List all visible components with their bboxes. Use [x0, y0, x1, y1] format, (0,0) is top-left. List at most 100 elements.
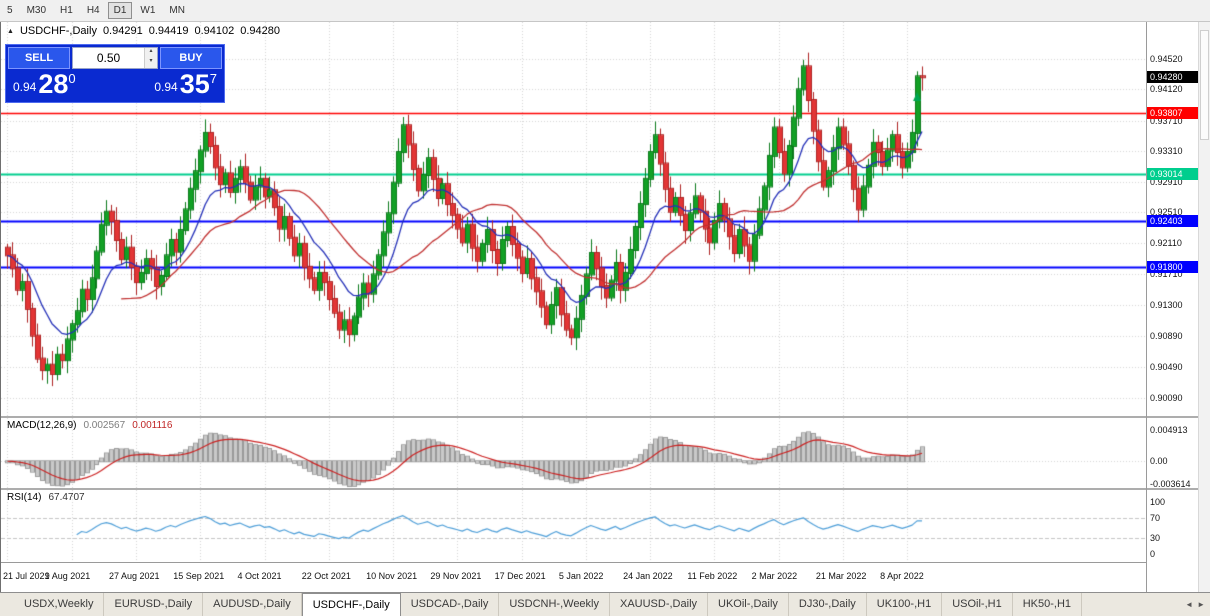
chart-tab-xauusd-daily[interactable]: XAUUSD-,Daily — [610, 593, 709, 616]
price-tag: 0.92403 — [1147, 214, 1199, 227]
macd-axis: 0.004913 0.00 -0.003614 — [1147, 418, 1198, 490]
symbol-period-label: USDCHF-,Daily — [19, 25, 97, 37]
axis-divider — [1147, 416, 1198, 418]
price-axis-label: 0.90890 — [1150, 331, 1183, 342]
chart-ohlc-title: ▲ USDCHF-,Daily 0.94291 0.94419 0.94102 … — [7, 25, 280, 37]
macd-axis-label: -0.003614 — [1150, 479, 1191, 490]
rsi-axis-label: 30 — [1150, 533, 1161, 544]
date-label: 11 Feb 2022 — [687, 571, 738, 581]
date-label: 9 Aug 2021 — [44, 571, 91, 581]
price-tag: 0.91800 — [1147, 260, 1199, 273]
date-label: 8 Apr 2022 — [880, 571, 924, 581]
chart-tab-uk100-h1[interactable]: UK100-,H1 — [867, 593, 943, 616]
date-label: 4 Oct 2021 — [237, 571, 282, 581]
scrollbar-thumb[interactable] — [1200, 30, 1209, 140]
tab-scroll-right-button[interactable]: ► — [1197, 600, 1205, 609]
macd-main-value: 0.002567 — [83, 420, 126, 431]
macd-panel: MACD(12,26,9) 0.002567 0.001116 — [1, 418, 1146, 488]
chart-tab-ukoil-daily[interactable]: UKOil-,Daily — [708, 593, 789, 616]
macd-axis-label: 0.00 — [1150, 456, 1168, 467]
ohlc-close: 0.94280 — [240, 25, 280, 37]
price-axis-label: 0.90490 — [1150, 362, 1183, 373]
rsi-axis-label: 70 — [1150, 512, 1161, 523]
timeframe-button-5[interactable]: 5 — [7, 5, 13, 16]
sell-button[interactable]: SELL — [8, 47, 70, 69]
price-tag: 0.93807 — [1147, 107, 1199, 120]
volume-input[interactable] — [73, 48, 144, 68]
main-chart-panel: ▲ USDCHF-,Daily 0.94291 0.94419 0.94102 … — [1, 22, 1146, 416]
date-label: 29 Nov 2021 — [430, 571, 482, 581]
sell-price-base: 0.94 — [13, 80, 37, 94]
one-click-collapse-icon[interactable]: ▲ — [7, 27, 14, 35]
vertical-scrollbar[interactable] — [1198, 22, 1210, 592]
panel-divider[interactable] — [1, 488, 1146, 490]
date-axis: 21 Jul 2021 9 Aug 2021 27 Aug 2021 15 Sep 2… — [1, 562, 1146, 592]
rsi-axis-label: 0 — [1150, 549, 1156, 559]
price-axis-label: 0.92110 — [1150, 238, 1182, 249]
buy-price[interactable]: 0.94 35 7 — [154, 71, 217, 98]
chart-column: ▲ USDCHF-,Daily 0.94291 0.94419 0.94102 … — [1, 22, 1146, 592]
price-axis-label: 0.94520 — [1150, 53, 1183, 64]
tab-arrows: ◄ ► — [1180, 593, 1210, 616]
timeframe-button-h4[interactable]: H4 — [86, 5, 100, 16]
chart-tab-bar: USDX,Weekly EURUSD-,Daily AUDUSD-,Daily USD… — [0, 592, 1210, 616]
date-label: 17 Dec 2021 — [494, 571, 546, 581]
date-label: 22 Oct 2021 — [301, 571, 351, 581]
sell-price-big: 28 — [38, 69, 69, 99]
buy-button[interactable]: BUY — [160, 47, 222, 69]
timeframe-button-w1[interactable]: W1 — [140, 5, 156, 16]
timeframe-button-mn[interactable]: MN — [169, 5, 185, 16]
date-label: 24 Jan 2022 — [623, 571, 673, 581]
price-axis-label: 0.94120 — [1150, 84, 1183, 95]
chart-tab-audusd-daily[interactable]: AUDUSD-,Daily — [203, 593, 302, 616]
price-axis-label: 0.90090 — [1150, 392, 1183, 403]
sell-price[interactable]: 0.94 28 0 — [13, 69, 76, 99]
volume-up-button[interactable]: ▴ — [145, 48, 157, 58]
chart-tab-usdx-weekly[interactable]: USDX,Weekly — [14, 593, 105, 616]
price-tag: 0.93014 — [1147, 167, 1199, 180]
chart-tab-usoil-h1[interactable]: USOil-,H1 — [942, 593, 1013, 616]
tab-scroll-left-button[interactable]: ◄ — [1185, 600, 1194, 609]
chart-content: ▲ USDCHF-,Daily 0.94291 0.94419 0.94102 … — [0, 22, 1210, 592]
chart-tab-eurusd-daily[interactable]: EURUSD-,Daily — [104, 593, 204, 616]
price-axis-label: 0.91300 — [1150, 300, 1183, 311]
price-axis-column: 0.94520 0.94120 0.93710 0.93310 0.92910 0.925… — [1146, 22, 1199, 592]
chart-tab-usdchf-daily[interactable]: USDCHF-,Daily — [301, 593, 401, 616]
chart-tab-usdcnh-weekly[interactable]: USDCNH-,Weekly — [499, 593, 610, 616]
sell-price-sup: 0 — [68, 71, 76, 86]
macd-axis-label: 0.004913 — [1150, 425, 1188, 435]
chart-tab-usdcad-daily[interactable]: USDCAD-,Daily — [401, 593, 500, 616]
buy-price-base: 0.94 — [154, 80, 178, 94]
date-label: 10 Nov 2021 — [366, 571, 418, 581]
price-axis-label: 0.93710 — [1150, 115, 1183, 126]
one-click-trading-panel: SELL ▴ ▾ BUY 0.94 28 — [5, 44, 225, 103]
rsi-panel: RSI(14) 67.4707 — [1, 490, 1146, 562]
timeframe-button-d1[interactable]: D1 — [107, 2, 133, 19]
date-label: 21 Mar 2022 — [815, 571, 867, 581]
rsi-value: 67.4707 — [48, 492, 85, 503]
chart-tab-hk50-h1[interactable]: HK50-,H1 — [1013, 593, 1083, 616]
price-axis-label: 0.93310 — [1150, 146, 1183, 157]
chart-tab-dj30-daily[interactable]: DJ30-,Daily — [789, 593, 867, 616]
ohlc-low: 0.94102 — [194, 25, 235, 37]
price-axis-label: 0.92510 — [1150, 207, 1183, 218]
rsi-canvas[interactable] — [1, 490, 1146, 562]
volume-spinner: ▴ ▾ — [144, 48, 157, 68]
ohlc-open: 0.94291 — [102, 25, 143, 37]
ohlc-high: 0.94419 — [148, 25, 189, 37]
panel-divider[interactable] — [1, 416, 1146, 418]
buy-price-sup: 7 — [209, 71, 217, 86]
date-label: 21 Jul 2021 — [3, 571, 50, 581]
timeframe-button-m30[interactable]: M30 — [26, 5, 47, 16]
rsi-axis-label: 100 — [1150, 497, 1166, 507]
date-label: 27 Aug 2021 — [109, 571, 160, 581]
rsi-axis: 100 70 30 0 — [1147, 490, 1198, 562]
macd-canvas[interactable] — [1, 418, 1146, 488]
price-tag: 0.94280 — [1147, 71, 1199, 84]
axis-divider — [1147, 488, 1198, 490]
timeframe-button-h1[interactable]: H1 — [60, 5, 73, 16]
volume-control: ▴ ▾ — [72, 47, 158, 69]
volume-down-button[interactable]: ▾ — [145, 58, 157, 68]
macd-signal-value: 0.001116 — [132, 420, 173, 431]
